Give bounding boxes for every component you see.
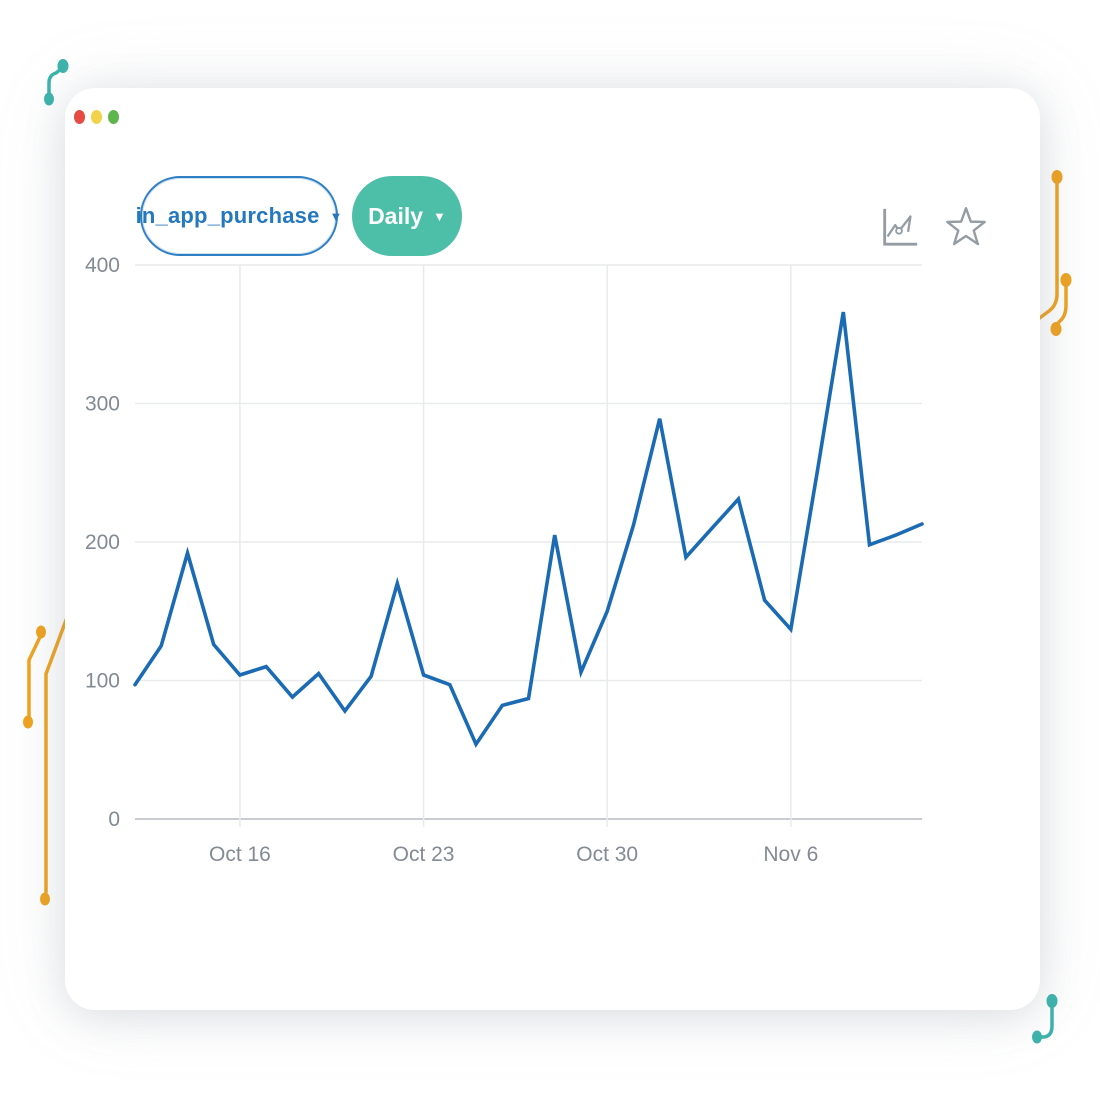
- window-traffic-lights: [74, 110, 119, 124]
- decor-left-orange: [23, 602, 74, 906]
- chart-controls: in_app_purchase ▼ Daily ▼: [136, 176, 462, 256]
- y-axis-tick-label: 300: [85, 393, 120, 416]
- x-axis-tick-label: Oct 16: [209, 843, 271, 866]
- chart-action-icons: [878, 204, 988, 250]
- metric-dropdown[interactable]: in_app_purchase ▼: [136, 176, 342, 256]
- window-minimize-dot[interactable]: [91, 110, 102, 124]
- x-axis-tick-label: Nov 6: [763, 843, 818, 866]
- series-in_app_purchase-line: [133, 311, 924, 748]
- decor-right-orange: [1031, 170, 1072, 336]
- y-axis-tick-label: 100: [85, 670, 120, 693]
- window-zoom-dot[interactable]: [108, 110, 119, 124]
- frequency-dropdown-label: Daily: [368, 202, 424, 229]
- decor-top-left-teal: [44, 59, 69, 106]
- y-axis-tick-label: 0: [108, 808, 120, 831]
- y-axis-tick-label: 200: [85, 531, 120, 554]
- x-axis-tick-label: Oct 30: [576, 843, 638, 866]
- frequency-dropdown[interactable]: Daily ▼: [352, 176, 462, 256]
- chevron-down-icon: ▼: [433, 208, 446, 224]
- x-axis-tick-label: Oct 23: [393, 843, 455, 866]
- line-chart-icon[interactable]: [878, 204, 920, 250]
- metric-dropdown-label: in_app_purchase: [135, 203, 320, 228]
- star-icon[interactable]: [944, 205, 988, 249]
- decor-bottom-right-teal: [1032, 994, 1058, 1044]
- y-axis-tick-label: 400: [85, 254, 120, 277]
- window-close-dot[interactable]: [74, 110, 85, 124]
- chevron-down-icon: ▼: [329, 208, 343, 224]
- line-chart[interactable]: 0 100 200 300 400 Oct 16 Oct 23 Oct 30 Nov 6: [60, 245, 940, 885]
